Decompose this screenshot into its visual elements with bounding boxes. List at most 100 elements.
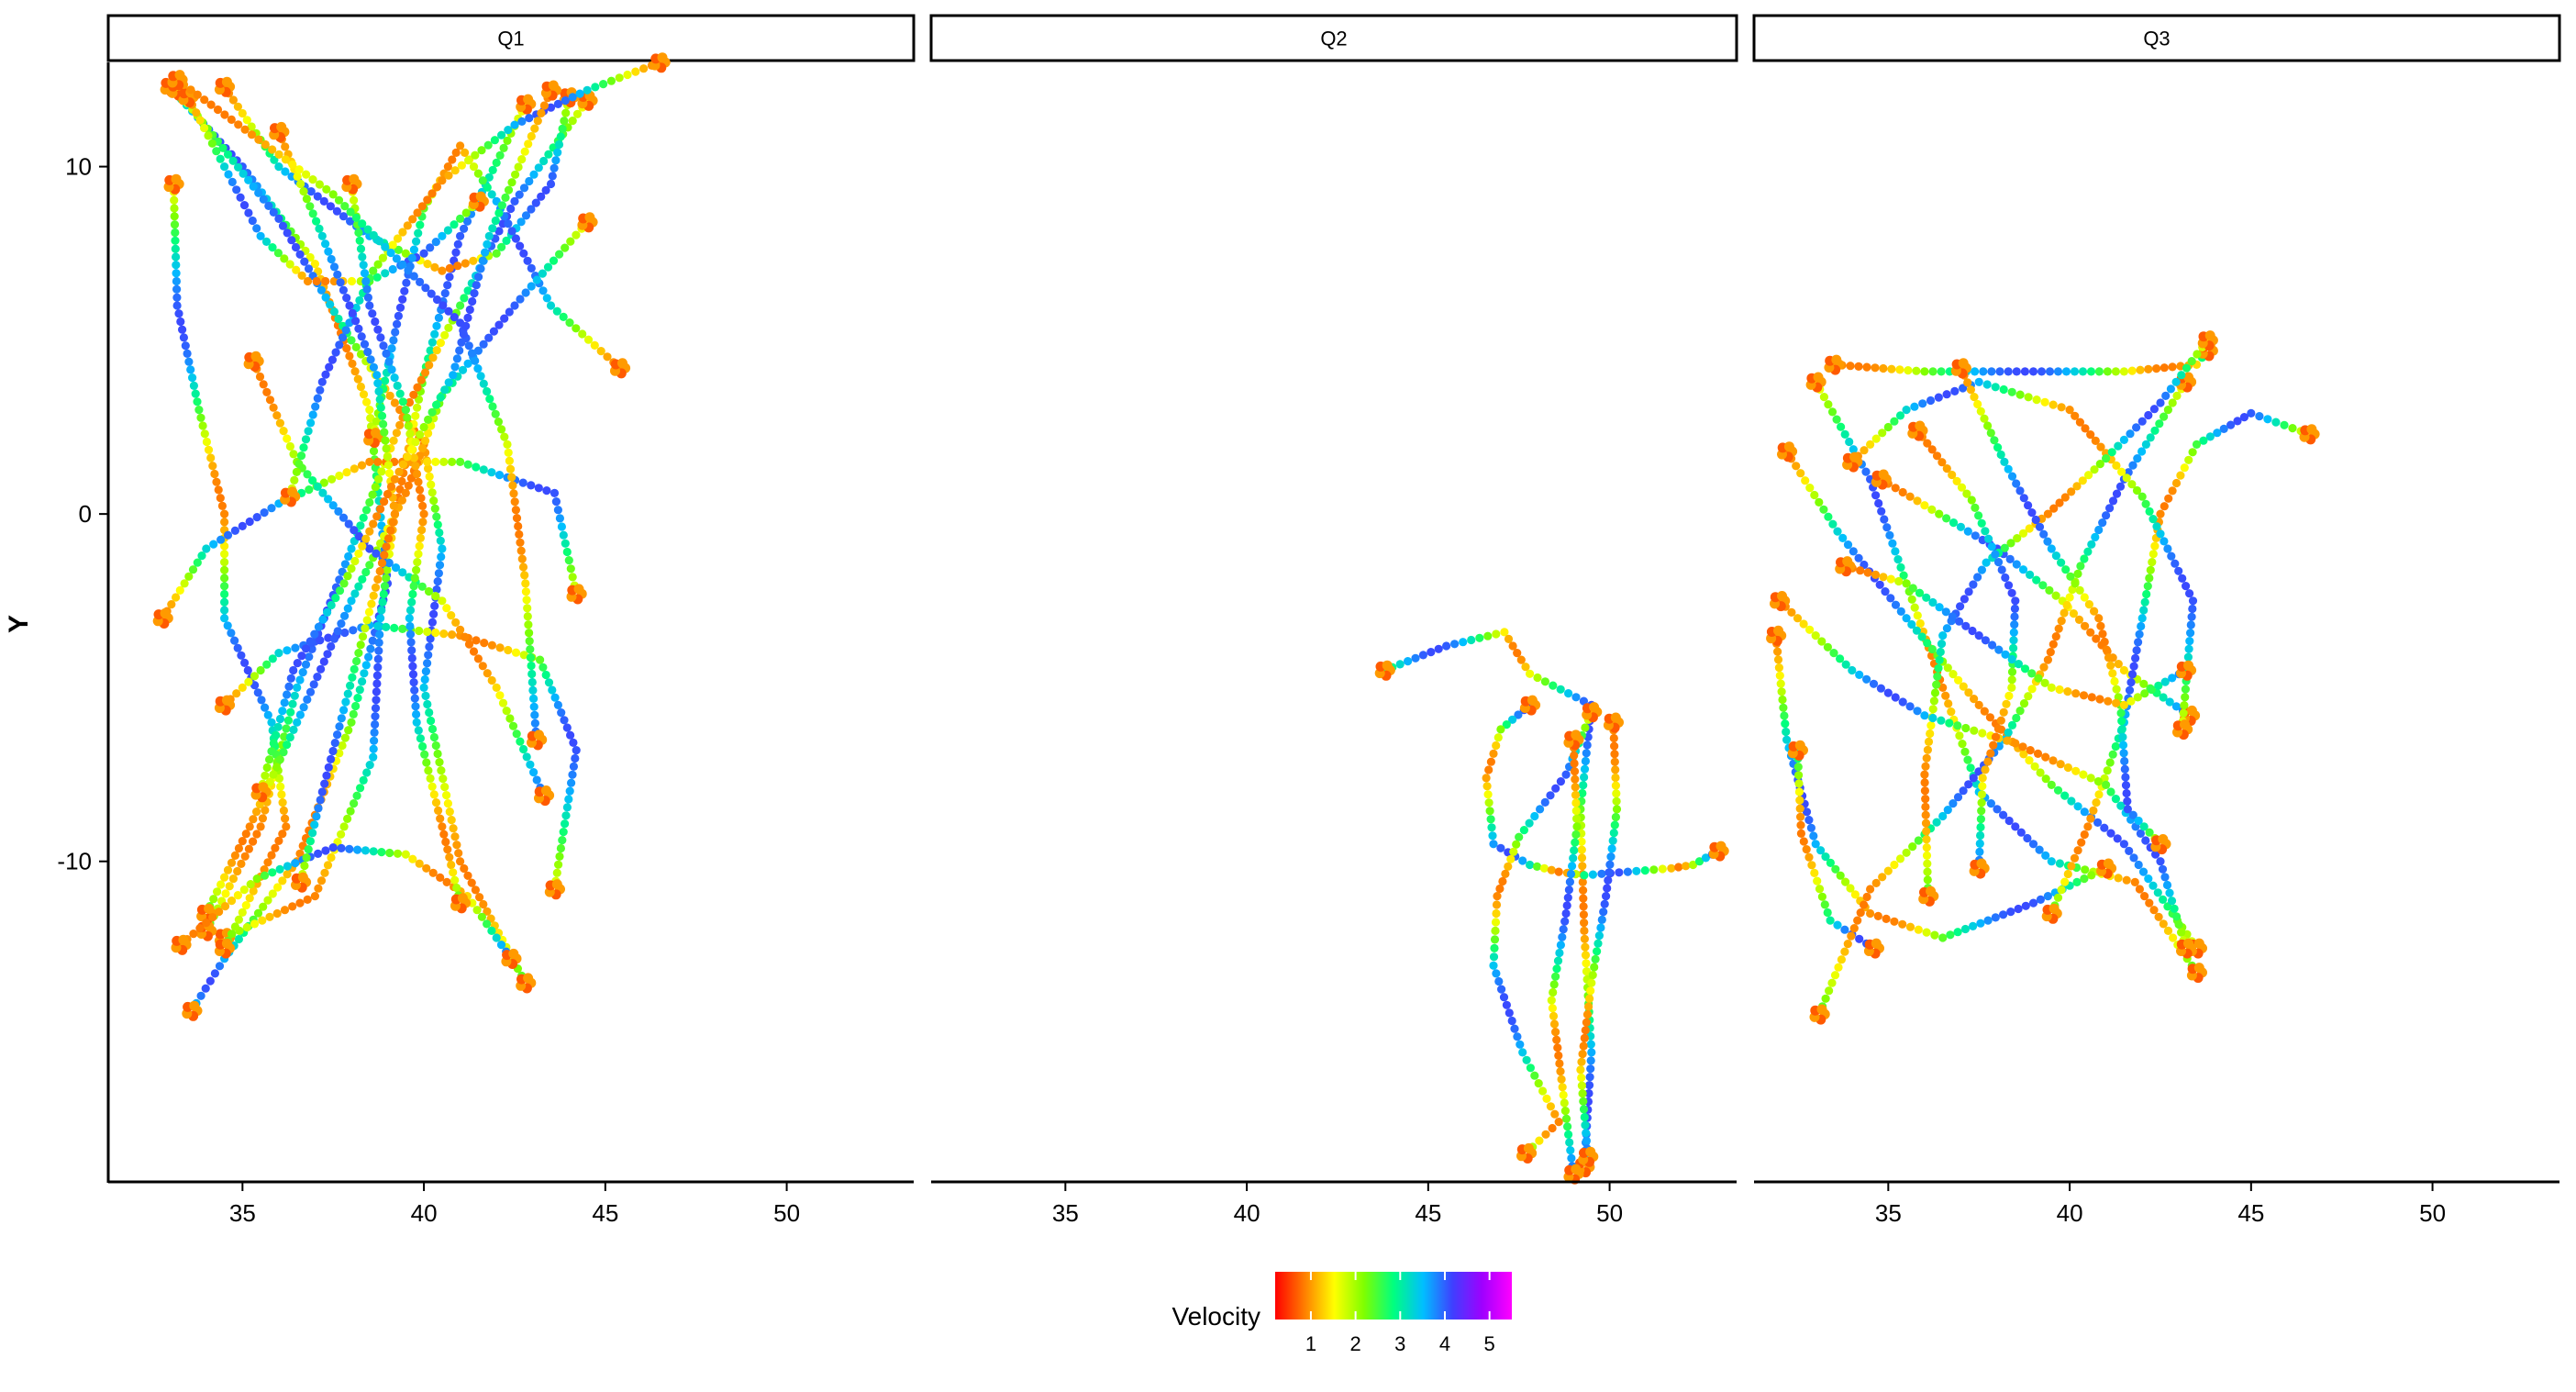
- data-point: [382, 444, 391, 453]
- data-point: [301, 435, 311, 444]
- data-point: [2095, 695, 2104, 704]
- data-point: [464, 341, 473, 351]
- data-point: [248, 216, 257, 226]
- data-point: [2080, 807, 2089, 817]
- data-point: [274, 150, 283, 159]
- data-point: [201, 984, 210, 993]
- data-point: [472, 462, 481, 472]
- data-point: [253, 688, 262, 697]
- data-point: [383, 565, 392, 574]
- data-point: [2049, 504, 2059, 513]
- data-point: [1960, 595, 1969, 604]
- data-point: [2112, 698, 2121, 707]
- data-point: [1840, 429, 1849, 439]
- data-point: [497, 242, 506, 251]
- data-point: [511, 648, 521, 657]
- data-point: [316, 385, 325, 395]
- data-point: [1891, 547, 1900, 556]
- data-point: [220, 606, 229, 615]
- data-point: [2024, 393, 2033, 402]
- data-point: [291, 859, 300, 868]
- data-point: [2153, 888, 2162, 897]
- data-point: [497, 201, 507, 210]
- data-point: [2087, 540, 2096, 549]
- data-point: [373, 663, 383, 672]
- data-point: [575, 89, 584, 98]
- data-point: [1971, 503, 1980, 513]
- data-point: [511, 506, 521, 515]
- data-point: [405, 621, 415, 631]
- data-point: [2159, 919, 2168, 929]
- data-point: [256, 231, 265, 240]
- data-point: [1612, 789, 1621, 798]
- data-point: [504, 185, 514, 195]
- data-point: [2063, 869, 2072, 879]
- data-point: [258, 782, 269, 793]
- data-point: [519, 651, 528, 660]
- data-point: [2112, 489, 2122, 498]
- data-point: [1526, 860, 1535, 870]
- data-point: [413, 558, 422, 567]
- data-point: [1558, 1083, 1567, 1092]
- data-point: [369, 744, 378, 753]
- data-point: [450, 313, 459, 322]
- data-point: [432, 512, 441, 521]
- data-point: [1849, 924, 1859, 933]
- data-point: [272, 908, 282, 919]
- data-point: [1970, 695, 1979, 704]
- data-point: [286, 674, 295, 683]
- data-point: [2179, 708, 2188, 718]
- data-point: [2004, 367, 2013, 376]
- data-point: [416, 277, 425, 286]
- data-point: [1956, 602, 1965, 611]
- data-point: [2118, 732, 2127, 741]
- data-point: [2204, 330, 2215, 341]
- data-point: [390, 474, 399, 484]
- data-point: [2015, 707, 2025, 716]
- data-point: [1773, 625, 1783, 636]
- data-point: [365, 527, 374, 536]
- data-point: [383, 452, 392, 462]
- data-point: [528, 685, 538, 696]
- data-point: [1535, 1136, 1544, 1145]
- data-point: [2074, 615, 2084, 625]
- data-point: [1828, 519, 1838, 529]
- data-point: [1927, 505, 1937, 515]
- data-point: [179, 333, 188, 342]
- data-point: [1577, 1057, 1586, 1066]
- data-point: [255, 372, 265, 382]
- data-point: [324, 247, 333, 256]
- data-point: [359, 513, 368, 522]
- data-point: [334, 195, 344, 205]
- data-point: [504, 448, 513, 457]
- data-point: [419, 249, 428, 258]
- data-point: [398, 228, 407, 237]
- data-point: [2032, 575, 2041, 585]
- data-point: [1611, 781, 1620, 790]
- data-point: [1947, 707, 1956, 717]
- data-point: [2092, 634, 2101, 643]
- data-point: [431, 238, 440, 247]
- data-point: [397, 476, 406, 486]
- data-point: [376, 505, 385, 514]
- data-point: [303, 276, 313, 286]
- data-point: [1910, 603, 1919, 612]
- data-point: [1599, 908, 1608, 917]
- data-point: [403, 221, 412, 230]
- data-point: [382, 574, 391, 583]
- data-point: [232, 689, 241, 698]
- data-point: [1942, 624, 1951, 633]
- data-points: [152, 52, 671, 1021]
- data-point: [313, 192, 322, 201]
- data-point: [461, 632, 470, 641]
- data-point: [393, 381, 402, 390]
- data-point: [457, 338, 466, 347]
- data-point: [306, 418, 316, 428]
- data-point: [377, 559, 387, 568]
- data-point: [568, 573, 577, 582]
- data-point: [1850, 890, 1860, 899]
- data-point: [347, 276, 357, 286]
- data-point: [304, 264, 314, 273]
- data-point: [256, 665, 265, 675]
- data-point: [314, 884, 323, 893]
